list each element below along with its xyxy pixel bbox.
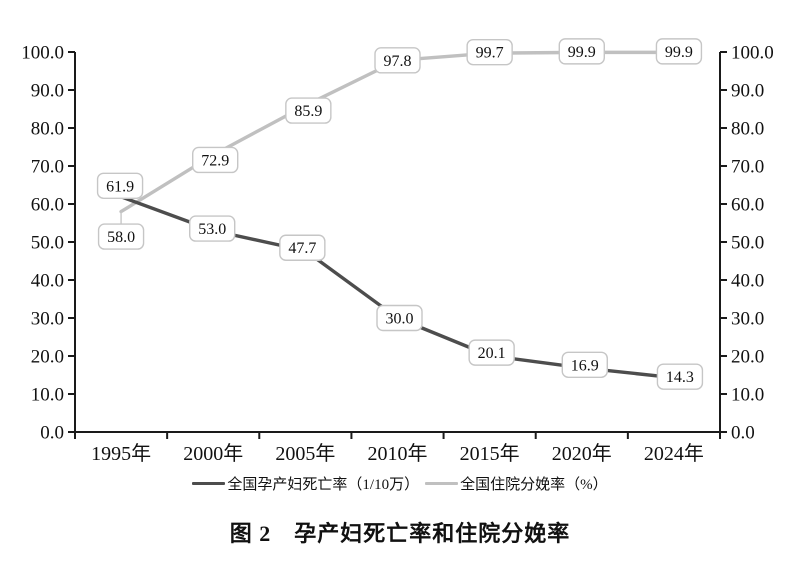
legend-swatch-delivery-line [425,481,459,486]
data-label: 99.7 [476,45,504,62]
data-label: 16.9 [571,357,599,374]
y-tick-label-right: 80.0 [731,119,764,140]
data-label: 53.0 [198,221,226,238]
x-tick-label: 1995年 [91,442,151,465]
y-tick-label-left: 60.0 [31,195,64,216]
legend-item-delivery: 全国住院分娩率（%） [425,473,608,494]
x-tick-label: 2005年 [275,442,335,465]
chart-legend: 全国孕产妇死亡率（1/10万） 全国住院分娩率（%） [0,473,800,494]
y-tick-label-left: 0.0 [40,423,64,444]
data-label-box [561,351,608,378]
data-label-box [374,47,421,74]
y-tick-label-left: 50.0 [31,233,64,254]
y-tick-label-right: 70.0 [731,157,764,178]
chart-canvas: 0.0 0.0 10.0 10.0 20.0 20.0 30.0 30.0 40.0 40.0 50… [21,38,774,465]
y-tick-label-left: 90.0 [31,81,64,102]
y-tick-label-right: 10.0 [731,385,764,406]
y-tick-label-left: 10.0 [31,385,64,406]
data-label-box [376,304,423,332]
legend-label-mortality: 全国孕产妇死亡率（1/10万） [227,477,420,493]
data-label: 99.9 [665,44,693,61]
y-tick-label-left: 80.0 [31,119,64,140]
data-label: 72.9 [201,152,229,169]
y-tick-label-right: 90.0 [731,81,764,102]
data-label: 14.3 [666,369,694,386]
data-label: 97.8 [384,53,412,70]
legend-item-mortality: 全国孕产妇死亡率（1/10万） [192,473,419,494]
data-label-box [96,172,144,199]
data-label-box [466,38,513,66]
x-tick-label: 2024年 [644,442,704,465]
y-tick-label-right: 40.0 [731,271,764,292]
y-tick-label-right: 20.0 [731,347,764,368]
data-label-box [97,223,145,250]
y-tick-label-left: 40.0 [31,271,64,292]
data-label: 30.0 [386,311,414,328]
y-tick-label-right: 100.0 [731,43,774,64]
y-tick-label-left: 20.0 [31,347,64,368]
data-label: 85.9 [294,103,322,120]
y-tick-label-left: 30.0 [31,309,64,330]
data-label-box [558,38,605,65]
y-tick-label-left: 100.0 [21,43,64,64]
data-label: 58.0 [107,229,135,246]
data-label: 47.7 [288,240,316,257]
data-label-box [655,38,703,65]
data-label-box [285,97,332,124]
data-label-box [656,363,704,390]
data-label: 61.9 [106,178,134,195]
x-tick-label: 2020年 [552,442,612,465]
data-label-box [189,215,236,242]
y-tick-label-right: 0.0 [731,423,755,444]
y-tick-label-right: 60.0 [731,195,764,216]
data-label: 99.9 [568,44,596,61]
data-label: 20.1 [478,345,506,362]
data-label-box [468,339,515,366]
data-label-box [192,146,239,174]
y-tick-label-left: 70.0 [31,157,64,178]
x-tick-label: 2000年 [183,442,243,465]
series-line-1 [119,50,676,214]
data-label-box [279,234,326,261]
x-tick-label: 2015年 [460,442,520,465]
y-tick-label-right: 50.0 [731,233,764,254]
y-tick-label-right: 30.0 [731,309,764,330]
x-tick-label: 2010年 [368,442,428,465]
legend-swatch-mortality-line [192,481,226,486]
figure-caption: 图 2 孕产妇死亡率和住院分娩率 [229,521,571,546]
legend-label-delivery: 全国住院分娩率（%） [460,477,608,493]
